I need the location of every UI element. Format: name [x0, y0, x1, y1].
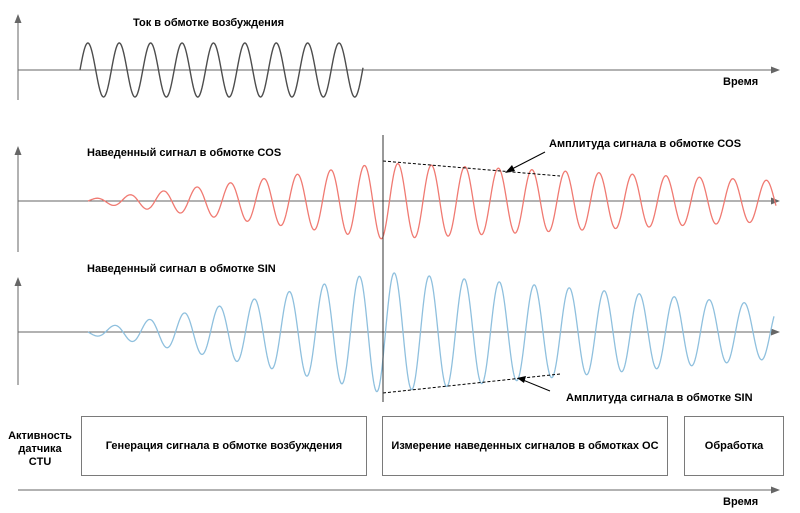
ctu-activity-label: Активность датчика CTU [2, 430, 78, 469]
cos-title: Наведенный сигнал в обмотке COS [87, 147, 281, 159]
cos-y-arrow [14, 146, 22, 155]
cos-amplitude-label: Амплитуда сигнала в обмотке COS [549, 138, 741, 150]
activity-time-label: Время [723, 496, 758, 508]
excitation-panel: Ток в обмотке возбуждения Время [14, 14, 780, 100]
phase-processing: Обработка [684, 416, 784, 476]
activity-time-arrow [771, 486, 780, 494]
cos-time-arrow [771, 197, 780, 205]
ctu-activity-label-line: CTU [28, 456, 52, 468]
cos-panel: Наведенный сигнал в обмотке COS Амплитуд… [14, 138, 780, 252]
sin-signal-wave [87, 272, 775, 393]
sin-y-arrow [14, 277, 22, 286]
cos-amplitude-pointer [509, 151, 546, 171]
excitation-time-label: Время [723, 76, 758, 88]
ctu-activity-label-line: Активность [8, 430, 72, 442]
sin-panel: Наведенный сигнал в обмотке SIN Амплитуд… [14, 263, 780, 404]
cos-signal-wave [87, 163, 777, 240]
excitation-time-arrow [771, 66, 780, 74]
sin-amplitude-pointer [522, 379, 551, 392]
phase-excitation-generation: Генерация сигнала в обмотке возбуждения [81, 416, 367, 476]
excitation-title: Ток в обмотке возбуждения [133, 17, 284, 29]
cos-amplitude-envelope [382, 160, 561, 177]
sin-title: Наведенный сигнал в обмотке SIN [87, 263, 276, 275]
sin-amplitude-pointer-arrowhead [517, 376, 526, 383]
sin-time-arrow [771, 328, 780, 336]
cos-amplitude-pointer-arrowhead [505, 165, 515, 173]
sin-amplitude-label: Амплитуда сигнала в обмотке SIN [566, 392, 753, 404]
ctu-activity-label-line: датчика [18, 443, 62, 455]
excitation-y-arrow [14, 14, 22, 23]
phase-feedback-measurement: Измерение наведенных сигналов в обмотках… [382, 416, 668, 476]
excitation-current-wave [79, 42, 364, 98]
